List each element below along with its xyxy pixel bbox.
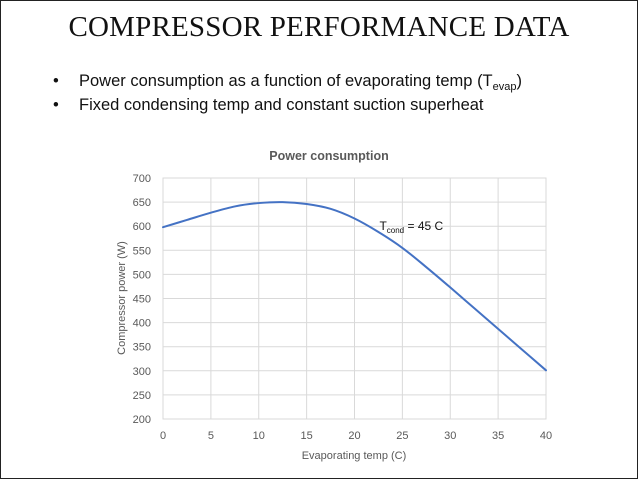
bullet-text: Fixed condensing temp and constant sucti… [79, 96, 484, 114]
x-tick-label: 40 [540, 430, 552, 442]
bullet-subscript: evap [492, 81, 517, 93]
x-axis-ticks: 0 5 10 15 20 25 30 35 40 [160, 430, 552, 442]
y-axis-label: Compressor power (W) [116, 241, 128, 355]
bullet-suffix: ) [516, 72, 523, 90]
annotation-text: T [379, 219, 387, 233]
y-tick-label: 350 [133, 342, 151, 354]
x-tick-label: 10 [253, 430, 265, 442]
series-line-power [162, 201, 547, 372]
bullet-item: • Power consumption as a function of evap… [53, 69, 522, 93]
chart-title: Power consumption [269, 149, 388, 163]
power-consumption-chart: Power consumption 2002503003504004505005… [116, 149, 552, 462]
bullet-list: • Power consumption as a function of evap… [53, 69, 522, 117]
bullet-dot: • [53, 96, 59, 114]
y-tick-label: 700 [133, 173, 151, 185]
y-axis-ticks: 200 250 300 350 400 450 500 550 600 650 700 [133, 173, 151, 426]
bullet-text: Power consumption as a function of evapo… [79, 72, 493, 90]
tcond-annotation: Tcond = 45 C [379, 219, 443, 235]
y-tick-label: 400 [133, 318, 151, 330]
bullet-dot: • [53, 72, 59, 90]
x-tick-label: 35 [492, 430, 504, 442]
annotation-subscript: cond [387, 226, 404, 235]
x-tick-label: 0 [160, 430, 166, 442]
bullet-item: • Fixed condensing temp and constant suct… [53, 93, 522, 117]
y-tick-label: 250 [133, 390, 151, 402]
y-tick-label: 550 [133, 245, 151, 257]
y-tick-label: 200 [133, 414, 151, 426]
y-tick-label: 600 [133, 221, 151, 233]
x-tick-label: 25 [396, 430, 408, 442]
y-tick-label: 500 [133, 269, 151, 281]
x-tick-label: 5 [208, 430, 214, 442]
y-tick-label: 450 [133, 294, 151, 306]
annotation-suffix: = 45 C [404, 219, 443, 233]
x-tick-label: 15 [301, 430, 313, 442]
x-tick-label: 20 [348, 430, 360, 442]
y-tick-label: 650 [133, 197, 151, 209]
x-tick-label: 30 [444, 430, 456, 442]
slide-title: COMPRESSOR PERFORMANCE DATA [68, 11, 570, 43]
x-axis-label: Evaporating temp (C) [302, 450, 407, 462]
plot-area-border [162, 177, 547, 420]
chart-grid [162, 177, 547, 420]
y-tick-label: 300 [133, 366, 151, 378]
